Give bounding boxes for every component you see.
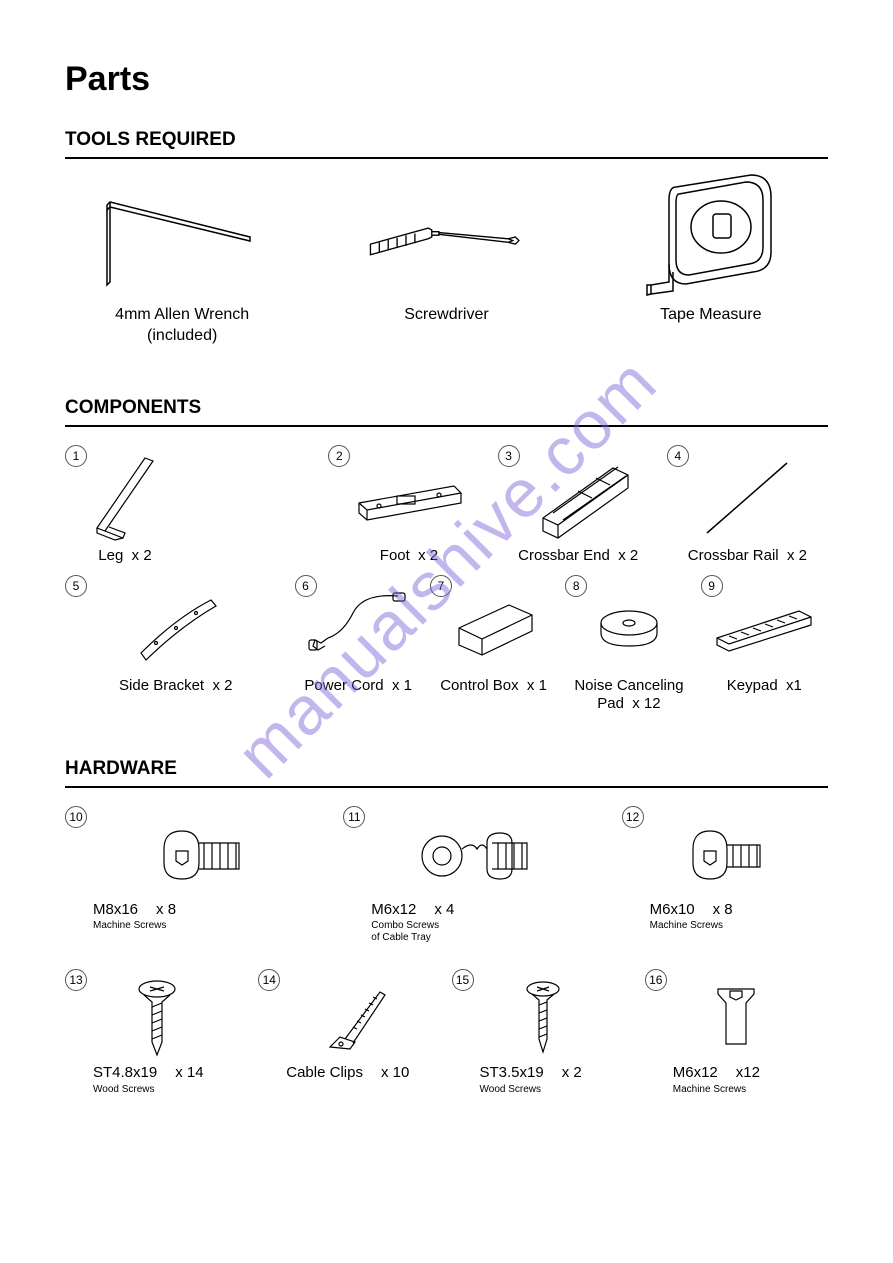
component-power-cord: 6 Power Cord x 1 [295, 575, 422, 713]
hardware-m6x12: 16 M6x12x12 Machine Screws [645, 969, 828, 1096]
component-label: Power Cord x 1 [304, 677, 412, 695]
tape-measure-icon [631, 177, 791, 297]
badge: 12 [622, 806, 644, 828]
cable-clip-icon [258, 979, 441, 1059]
badge: 4 [667, 445, 689, 467]
hardware-cable-clips: 14 Cable Clipsx 10 [258, 969, 441, 1096]
screwdriver-icon [366, 177, 526, 297]
badge: 7 [430, 575, 452, 597]
hardware-label: M6x10x 8 [622, 902, 828, 919]
badge: 13 [65, 969, 87, 991]
hardware-label: M6x12x 4 [343, 902, 611, 919]
hardware-m6x10: 12 M6x10x 8 Machine Screws [622, 806, 828, 945]
hardware-heading: HARDWARE [65, 758, 828, 788]
wood-screw-icon [65, 979, 248, 1059]
badge: 8 [565, 575, 587, 597]
hardware-row-1: 10 M8x16x 8 Machine Screws 11 M6x12x 4 C… [65, 806, 828, 945]
keypad-icon [704, 583, 824, 673]
component-side-bracket: 5 Side Bracket x 2 [65, 575, 287, 713]
power-cord-icon [298, 583, 418, 673]
badge: 5 [65, 575, 87, 597]
hardware-sub: Machine Screws [65, 920, 333, 932]
allen-wrench-icon [102, 177, 262, 297]
tool-label: Tape Measure [660, 305, 761, 326]
component-label: Crossbar Rail x 2 [688, 547, 807, 565]
component-leg: 1 Leg x 2 [65, 445, 185, 565]
hardware-label: Cable Clipsx 10 [258, 1065, 441, 1082]
component-control-box: 7 Control Box x 1 [430, 575, 557, 713]
badge: 16 [645, 969, 667, 991]
badge: 2 [328, 445, 350, 467]
tool-screwdriver: Screwdriver [329, 177, 563, 347]
component-crossbar-rail: 4 Crossbar Rail x 2 [667, 445, 828, 565]
page-title: Parts [65, 60, 828, 99]
combo-screw-icon [343, 816, 611, 896]
component-keypad: 9 Keypad x1 [701, 575, 828, 713]
control-box-icon [434, 583, 554, 673]
badge: 9 [701, 575, 723, 597]
hardware-label: M6x12x12 [645, 1065, 828, 1082]
component-foot: 2 Foot x 2 [328, 445, 489, 565]
component-label: Side Bracket x 2 [119, 677, 232, 695]
hardware-sub: Machine Screws [645, 1084, 828, 1096]
component-label: Control Box x 1 [440, 677, 547, 695]
leg-icon [65, 453, 185, 543]
component-label: Crossbar End x 2 [518, 547, 638, 565]
badge: 1 [65, 445, 87, 467]
components-grid: 1 Leg x 2 2 Foot x 2 3 Crossbar End x 2 … [65, 445, 828, 713]
tools-row: 4mm Allen Wrench(included) Screwdriver T… [65, 177, 828, 347]
component-noise-pad: 8 Noise CancelingPad x 12 [565, 575, 692, 713]
hardware-label: ST4.8x19x 14 [65, 1065, 248, 1082]
component-label: Leg x 2 [98, 547, 151, 565]
tool-tape-measure: Tape Measure [594, 177, 828, 347]
tool-allen-wrench: 4mm Allen Wrench(included) [65, 177, 299, 347]
component-crossbar-end: 3 Crossbar End x 2 [498, 445, 659, 565]
component-label: Noise CancelingPad x 12 [574, 677, 683, 713]
hardware-sub: Machine Screws [622, 920, 828, 932]
tool-label: Screwdriver [404, 305, 488, 326]
screw-icon [65, 816, 333, 896]
hardware-st48x19: 13 ST4.8x19x 14 Wood Screws [65, 969, 248, 1096]
components-heading: COMPONENTS [65, 397, 828, 427]
hardware-label: M8x16x 8 [65, 902, 333, 919]
badge: 10 [65, 806, 87, 828]
tools-heading: TOOLS REQUIRED [65, 129, 828, 159]
noise-pad-icon [569, 583, 689, 673]
badge: 15 [452, 969, 474, 991]
hardware-m6x12-combo: 11 M6x12x 4 Combo Screwsof Cable Tray [343, 806, 611, 945]
hardware-sub: Combo Screwsof Cable Tray [343, 920, 611, 944]
component-label: Foot x 2 [380, 547, 438, 565]
hardware-sub: Wood Screws [452, 1084, 635, 1096]
hardware-sub: Wood Screws [65, 1084, 248, 1096]
component-label: Keypad x1 [727, 677, 802, 695]
hardware-label: ST3.5x19x 2 [452, 1065, 635, 1082]
hardware-row-2: 13 ST4.8x19x 14 Wood Screws 14 Cable Cli… [65, 969, 828, 1096]
hardware-m8x16: 10 M8x16x 8 Machine Screws [65, 806, 333, 945]
crossbar-end-icon [518, 453, 638, 543]
crossbar-rail-icon [687, 453, 807, 543]
hardware-st35x19: 15 ST3.5x19x 2 Wood Screws [452, 969, 635, 1096]
badge: 6 [295, 575, 317, 597]
wood-screw-icon [452, 979, 635, 1059]
badge: 3 [498, 445, 520, 467]
screw-icon [622, 816, 828, 896]
tool-label: 4mm Allen Wrench(included) [115, 305, 249, 347]
badge: 11 [343, 806, 365, 828]
foot-icon [349, 453, 469, 543]
flat-screw-icon [645, 979, 828, 1059]
side-bracket-icon [116, 583, 236, 673]
